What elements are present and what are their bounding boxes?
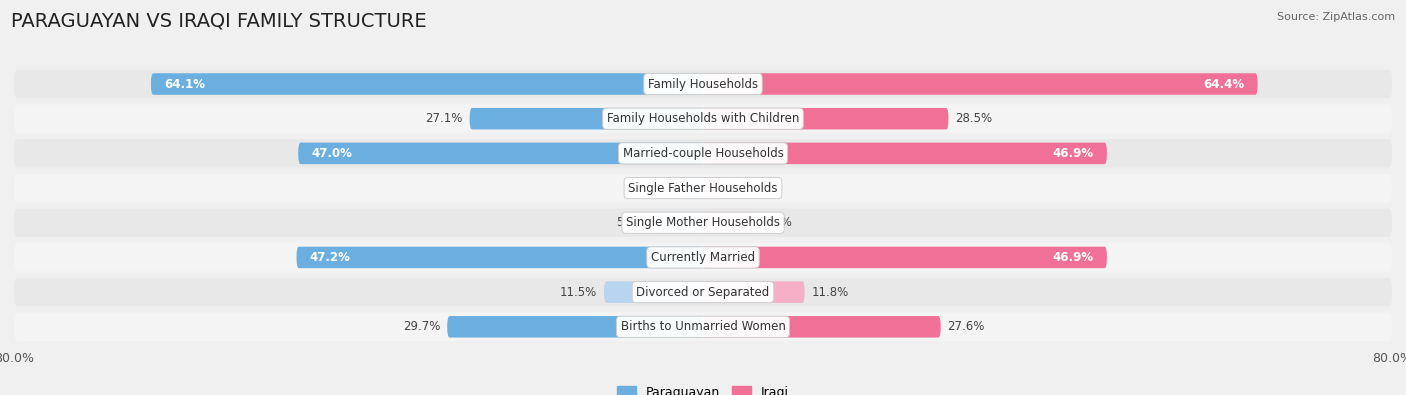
FancyBboxPatch shape xyxy=(470,108,703,130)
Text: 2.2%: 2.2% xyxy=(728,182,759,195)
FancyBboxPatch shape xyxy=(703,108,949,130)
Legend: Paraguayan, Iraqi: Paraguayan, Iraqi xyxy=(612,381,794,395)
Text: 6.1%: 6.1% xyxy=(762,216,793,229)
FancyBboxPatch shape xyxy=(150,73,703,95)
Text: 2.1%: 2.1% xyxy=(648,182,678,195)
FancyBboxPatch shape xyxy=(14,139,1392,167)
FancyBboxPatch shape xyxy=(703,143,1107,164)
Text: 46.9%: 46.9% xyxy=(1053,147,1094,160)
Text: Births to Unmarried Women: Births to Unmarried Women xyxy=(620,320,786,333)
Text: PARAGUAYAN VS IRAQI FAMILY STRUCTURE: PARAGUAYAN VS IRAQI FAMILY STRUCTURE xyxy=(11,12,427,31)
Text: Single Father Households: Single Father Households xyxy=(628,182,778,195)
Text: Single Mother Households: Single Mother Households xyxy=(626,216,780,229)
FancyBboxPatch shape xyxy=(14,104,1392,133)
FancyBboxPatch shape xyxy=(14,209,1392,237)
Text: 47.2%: 47.2% xyxy=(309,251,350,264)
Text: 64.1%: 64.1% xyxy=(165,77,205,90)
Text: 47.0%: 47.0% xyxy=(311,147,352,160)
FancyBboxPatch shape xyxy=(14,70,1392,98)
Text: 28.5%: 28.5% xyxy=(955,112,993,125)
FancyBboxPatch shape xyxy=(703,246,1107,268)
FancyBboxPatch shape xyxy=(14,174,1392,202)
Text: 27.1%: 27.1% xyxy=(426,112,463,125)
FancyBboxPatch shape xyxy=(14,278,1392,307)
Text: 11.8%: 11.8% xyxy=(811,286,849,299)
Text: 46.9%: 46.9% xyxy=(1053,251,1094,264)
FancyBboxPatch shape xyxy=(703,73,1257,95)
FancyBboxPatch shape xyxy=(14,243,1392,272)
FancyBboxPatch shape xyxy=(703,212,755,233)
Text: Source: ZipAtlas.com: Source: ZipAtlas.com xyxy=(1277,12,1395,22)
FancyBboxPatch shape xyxy=(447,316,703,338)
FancyBboxPatch shape xyxy=(297,246,703,268)
FancyBboxPatch shape xyxy=(652,212,703,233)
FancyBboxPatch shape xyxy=(605,281,703,303)
Text: 27.6%: 27.6% xyxy=(948,320,986,333)
Text: Currently Married: Currently Married xyxy=(651,251,755,264)
FancyBboxPatch shape xyxy=(685,177,703,199)
FancyBboxPatch shape xyxy=(14,312,1392,341)
Text: 29.7%: 29.7% xyxy=(404,320,440,333)
Text: Married-couple Households: Married-couple Households xyxy=(623,147,783,160)
Text: Family Households: Family Households xyxy=(648,77,758,90)
Text: 11.5%: 11.5% xyxy=(560,286,598,299)
FancyBboxPatch shape xyxy=(298,143,703,164)
Text: 5.8%: 5.8% xyxy=(617,216,647,229)
FancyBboxPatch shape xyxy=(703,177,721,199)
Text: Divorced or Separated: Divorced or Separated xyxy=(637,286,769,299)
FancyBboxPatch shape xyxy=(703,281,804,303)
Text: 64.4%: 64.4% xyxy=(1204,77,1244,90)
Text: Family Households with Children: Family Households with Children xyxy=(607,112,799,125)
FancyBboxPatch shape xyxy=(703,316,941,338)
